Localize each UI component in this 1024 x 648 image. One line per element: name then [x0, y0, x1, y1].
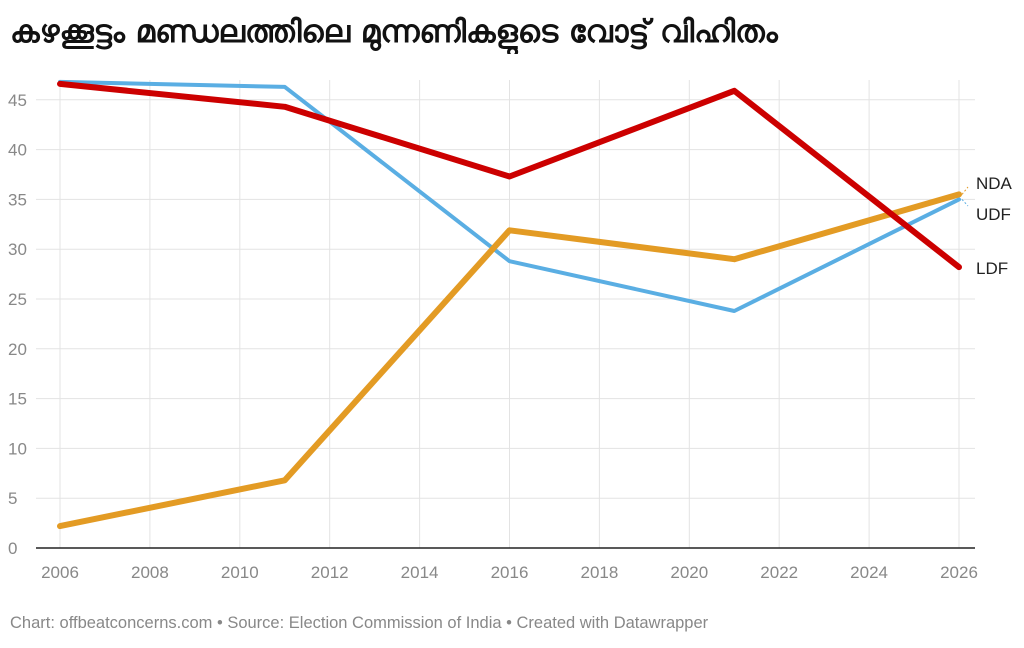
- y-tick-label: 5: [8, 489, 17, 508]
- x-tick-label: 2020: [670, 563, 708, 582]
- y-tick-label: 25: [8, 290, 27, 309]
- series-label-nda: NDA: [976, 174, 1013, 193]
- series-line-udf: [58, 79, 961, 313]
- x-tick-label: 2010: [221, 563, 259, 582]
- x-tick-label: 2018: [580, 563, 618, 582]
- series-label-ldf: LDF: [976, 259, 1008, 278]
- y-tick-label: 35: [8, 190, 27, 209]
- x-tick-label: 2006: [41, 563, 79, 582]
- x-tick-label: 2008: [131, 563, 169, 582]
- y-tick-label: 20: [8, 340, 27, 359]
- series-line-nda: [57, 191, 962, 530]
- chart-footer: Chart: offbeatconcerns.com • Source: Ele…: [10, 614, 709, 632]
- series-labels: UDF LDF NDA: [961, 174, 1013, 278]
- y-tick-label: 15: [8, 390, 27, 409]
- y-axis-ticks: 0 5 10 15 20 25 30 35 40 45: [8, 91, 27, 558]
- x-tick-label: 2024: [850, 563, 888, 582]
- y-tick-label: 40: [8, 141, 27, 160]
- series-lines: [57, 79, 962, 530]
- x-tick-label: 2012: [311, 563, 349, 582]
- series-label-leader: [961, 186, 969, 195]
- y-tick-label: 45: [8, 91, 27, 110]
- chart-title: കഴക്കൂട്ടം മണ്ഡലത്തിലെ മുന്നണികളുടെ വോട്…: [10, 14, 778, 50]
- x-tick-label: 2026: [940, 563, 978, 582]
- y-tick-label: 30: [8, 240, 27, 259]
- x-tick-label: 2022: [760, 563, 798, 582]
- x-tick-label: 2016: [491, 563, 529, 582]
- y-tick-label: 10: [8, 439, 27, 458]
- x-tick-label: 2014: [401, 563, 439, 582]
- gridlines: [36, 80, 975, 548]
- series-label-udf: UDF: [976, 205, 1011, 224]
- series-line-ldf: [57, 80, 962, 271]
- x-axis-ticks: 2006 2008 2010 2012 2014 2016 2018 2020 2022 2024…: [41, 563, 978, 582]
- y-tick-label: 0: [8, 539, 17, 558]
- series-label-leader: [961, 199, 969, 207]
